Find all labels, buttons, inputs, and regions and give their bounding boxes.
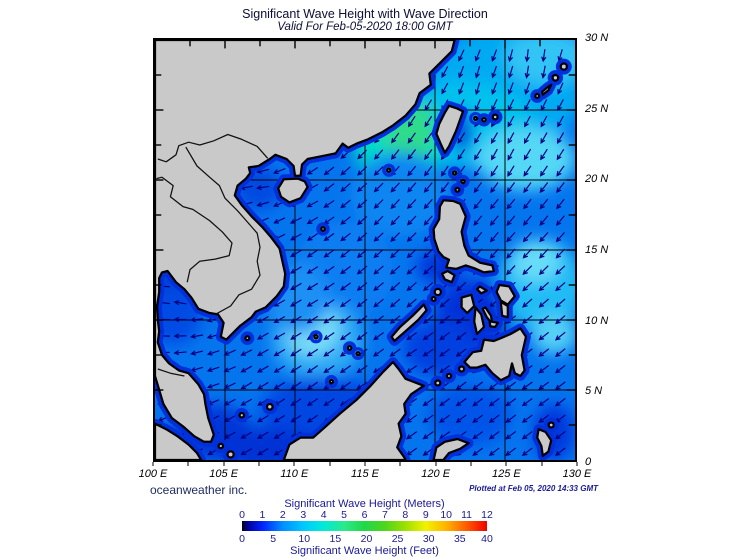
colorbar-feet-ticks: 0 5 10 15 20 25 30 35 40 <box>239 533 493 545</box>
x-tick-label: 120 E <box>421 468 451 480</box>
x-axis-tick <box>293 462 295 466</box>
chart-title: Significant Wave Height with Wave Direct… <box>242 7 488 21</box>
map-frame <box>153 38 577 462</box>
x-tick-label: 110 E <box>280 468 309 480</box>
y-axis-labels: 30 N 25 N 20 N 15 N 10 N 5 N 0 <box>585 32 625 468</box>
feet-tick-value: 30 <box>422 533 435 545</box>
chart-subtitle: Valid For Feb-05-2020 18:00 GMT <box>277 21 453 33</box>
meter-tick-value: 8 <box>402 509 409 521</box>
meter-tick-value: 4 <box>320 509 327 521</box>
wave-height-map <box>155 40 575 460</box>
feet-tick-value: 25 <box>391 533 404 545</box>
x-tick-label: 105 E <box>209 468 239 480</box>
meter-tick-value: 12 <box>481 509 493 521</box>
border-vietnam-laos <box>185 146 261 315</box>
meter-tick-value: 6 <box>361 509 368 521</box>
feet-tick-value: 40 <box>481 533 493 545</box>
y-tick-label: 5 N <box>585 385 603 398</box>
meter-tick-value: 0 <box>239 509 245 521</box>
feet-tick-value: 20 <box>360 533 373 545</box>
meter-tick-value: 11 <box>461 509 473 521</box>
y-tick-label: 15 N <box>585 244 609 256</box>
y-tick-label: 20 N <box>585 173 609 186</box>
meter-tick-value: 2 <box>279 509 286 521</box>
plotted-timestamp: Plotted at Feb 05, 2020 14:33 GMT <box>469 484 598 493</box>
y-tick-label: 30 N <box>585 32 609 44</box>
feet-tick-value: 5 <box>270 533 277 545</box>
x-axis-tick <box>399 462 401 466</box>
x-axis-tick <box>435 462 437 466</box>
x-axis-tick <box>505 462 507 466</box>
x-axis-tick <box>258 462 260 466</box>
x-tick-label: 130 E <box>562 468 592 480</box>
border-china-vietnam <box>157 133 269 163</box>
x-axis-tick <box>187 462 189 466</box>
meter-tick-value: 9 <box>422 509 429 521</box>
country-borders <box>156 133 269 377</box>
feet-tick-value: 0 <box>239 533 245 545</box>
x-axis-tick <box>470 462 472 466</box>
meter-tick-value: 7 <box>381 509 388 521</box>
y-tick-label: 25 N <box>585 102 609 115</box>
feet-tick-value: 10 <box>298 533 311 545</box>
x-axis-labels: 100 E 105 E 110 E 115 E 120 E 125 E 130 E <box>139 468 592 482</box>
feet-tick-value: 35 <box>453 533 466 545</box>
x-axis-tick <box>576 462 578 466</box>
x-tick-label: 100 E <box>138 468 168 480</box>
x-tick-label: 115 E <box>351 468 379 480</box>
colorbar-meter-ticks: 0 1 2 3 4 5 6 7 8 9 10 11 12 <box>239 509 493 521</box>
x-axis-tick <box>223 462 225 466</box>
y-tick-label: 0 <box>585 456 592 468</box>
border-laos-thailand <box>156 176 233 283</box>
x-axis-tick <box>329 462 331 466</box>
x-axis-outer-ticks <box>152 462 578 467</box>
feet-tick-value: 15 <box>329 533 342 545</box>
colorbar-gradient <box>242 521 487 531</box>
x-axis-tick <box>364 462 366 466</box>
frame-ticks <box>155 40 575 426</box>
branding-text: oceanweather inc. <box>150 483 248 497</box>
colorbar-title-meters: Significant Wave Height (Meters) <box>284 498 445 510</box>
x-axis-tick <box>152 462 154 466</box>
meter-tick-value: 5 <box>341 509 347 521</box>
border-malaysia-thailand <box>157 368 185 377</box>
x-tick-label: 125 E <box>491 468 521 480</box>
colorbar-title-feet: Significant Wave Height (Feet) <box>290 545 439 557</box>
meter-tick-value: 3 <box>300 509 307 521</box>
y-tick-label: 10 N <box>585 314 609 327</box>
meter-tick-value: 1 <box>259 509 266 521</box>
x-axis-tick <box>541 462 543 466</box>
meter-tick-value: 10 <box>440 509 452 521</box>
